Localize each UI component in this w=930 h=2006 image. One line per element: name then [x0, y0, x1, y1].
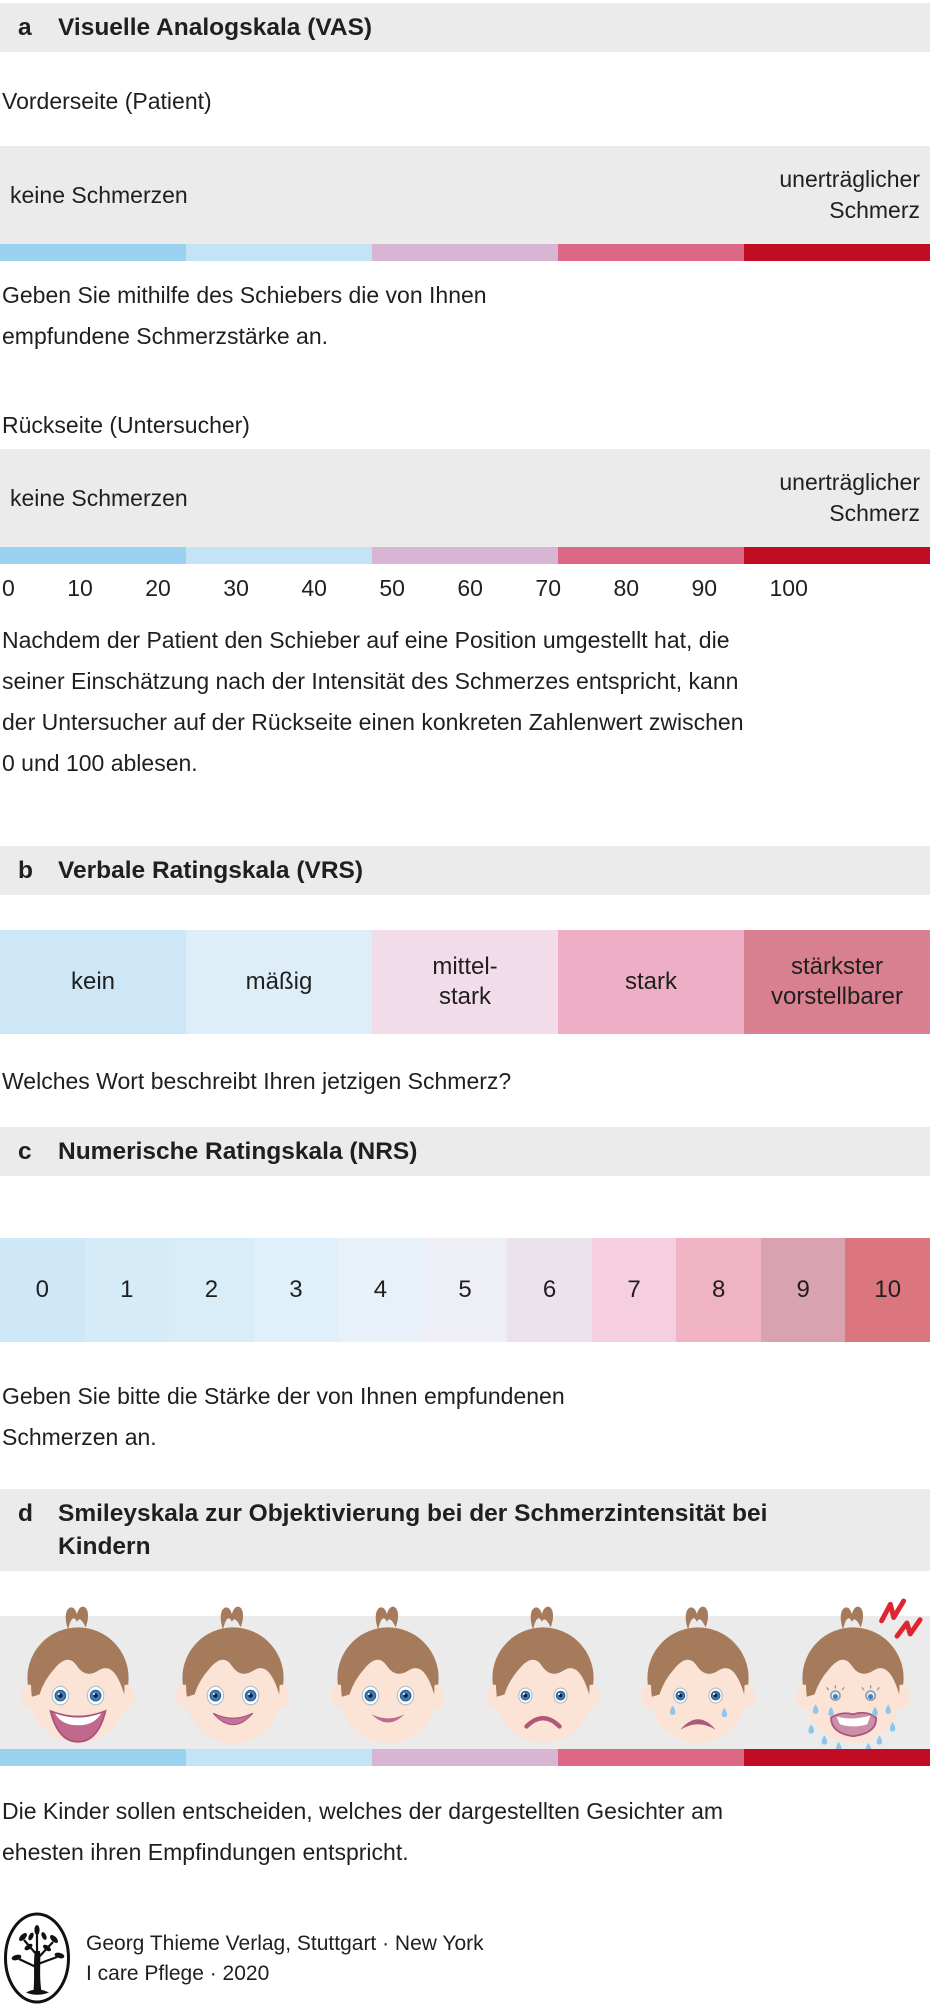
scale-color-segment — [186, 1749, 372, 1766]
scale-cell: 9 — [760, 1238, 846, 1342]
smiley-faces-row — [0, 1598, 930, 1753]
scale-cell: 2 — [169, 1238, 254, 1342]
smiley-face-cell — [0, 1606, 155, 1749]
scale-max-label: unerträglicher Schmerz — [779, 469, 920, 526]
vas-number-scale: 0 10 20 30 40 50 60 70 80 90 100 — [2, 573, 808, 604]
smiling-open-face-icon — [175, 1606, 290, 1743]
vas-back-side-label: Rückseite (Untersucher) — [2, 412, 250, 438]
vrs-caption: Welches Wort beschreibt Ihren jetzigen S… — [2, 1068, 512, 1094]
vas-front-color-scale — [0, 244, 930, 261]
scale-cell: 0 — [0, 1238, 85, 1342]
smiley-face-cell — [620, 1606, 775, 1749]
laughing-face-icon — [20, 1606, 135, 1743]
scale-cell: 1 — [84, 1238, 170, 1342]
scale-cell: kein — [0, 930, 186, 1034]
tick-label: 10 — [67, 575, 93, 601]
section-label: a — [18, 14, 32, 41]
scale-cell: 7 — [591, 1238, 677, 1342]
scale-color-segment — [0, 244, 186, 261]
scale-cell: 5 — [422, 1238, 508, 1342]
scale-cell: stärkster vorstellbarer — [744, 930, 930, 1034]
tick-label: 40 — [301, 575, 327, 601]
crying-face-icon — [640, 1606, 755, 1743]
scale-cell: 10 — [845, 1238, 930, 1342]
scale-cell: mäßig — [186, 930, 372, 1034]
scale-max-label: unerträglicher Schmerz — [779, 166, 920, 223]
scale-cell: mittel- stark — [372, 930, 558, 1034]
scale-cell: 8 — [676, 1238, 761, 1342]
tick-label: 30 — [223, 575, 249, 601]
vas-back-scale-box: keine Schmerzen unerträglicher Schmerz — [0, 449, 930, 547]
smiley-face-cell — [310, 1606, 465, 1749]
thieme-logo-icon — [4, 1912, 70, 2004]
nrs-caption: Geben Sie bitte die Stärke der von Ihnen… — [2, 1383, 565, 1450]
section-title: Smileyskala zur Objektivierung bei der S… — [58, 1500, 768, 1560]
section-label: c — [18, 1138, 32, 1165]
scale-cell: stark — [558, 930, 744, 1034]
tick-label: 0 — [2, 575, 15, 601]
vas-back-color-scale — [0, 547, 930, 564]
scale-color-segment — [372, 1749, 558, 1766]
smiley-scale-box — [0, 1598, 930, 1766]
section-label: b — [18, 857, 33, 884]
section-title: Numerische Ratingskala (NRS) — [58, 1138, 418, 1165]
vas-front-side-label: Vorderseite (Patient) — [2, 88, 212, 114]
section-header-vas: a Visuelle Analogskala (VAS) — [0, 3, 930, 52]
section-title: Verbale Ratingskala (VRS) — [58, 857, 364, 884]
vrs-scale-row: kein mäßig mittel- stark stark stärkster vor… — [0, 930, 930, 1034]
scale-color-segment — [372, 547, 558, 564]
crying-in-pain-face-icon — [795, 1598, 923, 1753]
tick-label: 20 — [145, 575, 171, 601]
vas-front-scale-box: keine Schmerzen unerträglicher Schmerz — [0, 146, 930, 244]
section-header-vrs: b Verbale Ratingskala (VRS) — [0, 846, 930, 895]
publisher-line: Georg Thieme Verlag, Stuttgart · New Yor… — [86, 1931, 484, 1955]
smiling-face-icon — [330, 1606, 445, 1743]
scale-color-segment — [744, 1749, 930, 1766]
scale-cell: 3 — [253, 1238, 339, 1342]
scale-min-label: keine Schmerzen — [10, 484, 188, 511]
scale-color-segment — [558, 547, 744, 564]
scale-cell: 6 — [507, 1238, 592, 1342]
section-title: Visuelle Analogskala (VAS) — [58, 14, 373, 41]
smiley-color-scale — [0, 1749, 930, 1766]
tick-label: 90 — [691, 575, 718, 601]
scale-color-segment — [744, 244, 930, 261]
scale-color-segment — [744, 547, 930, 564]
tick-label: 60 — [457, 575, 483, 601]
scale-color-segment — [0, 547, 186, 564]
scale-min-label: keine Schmerzen — [10, 181, 188, 208]
smiley-caption: Die Kinder sollen entscheiden, welches d… — [2, 1798, 724, 1865]
scale-color-segment — [186, 244, 372, 261]
nrs-scale-row: 0 1 2 3 4 5 6 7 8 9 10 — [0, 1238, 930, 1342]
tick-label: 70 — [535, 575, 562, 601]
tick-label: 50 — [379, 575, 405, 601]
source-line: I care Pflege · 2020 — [86, 1961, 270, 1985]
vas-back-caption: Nachdem der Patient den Schieber auf ein… — [2, 627, 744, 776]
smiley-face-cell — [775, 1598, 930, 1753]
pain-scales-figure: { "panels": { "a": { "label": "a", "titl… — [0, 3, 930, 2004]
scale-color-segment — [0, 1749, 186, 1766]
tick-label: 100 — [769, 575, 808, 601]
sad-face-icon — [485, 1606, 600, 1743]
smiley-face-cell — [465, 1606, 620, 1749]
scale-color-segment — [558, 244, 744, 261]
scale-color-segment — [372, 244, 558, 261]
scale-color-segment — [186, 547, 372, 564]
figure-footer: Georg Thieme Verlag, Stuttgart · New Yor… — [2, 1911, 930, 2006]
section-header-smiley: d Smileyskala zur Objektivierung bei der… — [0, 1489, 930, 1571]
section-header-nrs: c Numerische Ratingskala (NRS) — [0, 1127, 930, 1176]
scale-color-segment — [558, 1749, 744, 1766]
smiley-face-cell — [155, 1606, 310, 1749]
scale-cell: 4 — [338, 1238, 423, 1342]
section-label: d — [18, 1500, 33, 1527]
tick-label: 80 — [613, 575, 640, 601]
vas-front-caption: Geben Sie mithilfe des Schiebers die von… — [2, 282, 487, 349]
